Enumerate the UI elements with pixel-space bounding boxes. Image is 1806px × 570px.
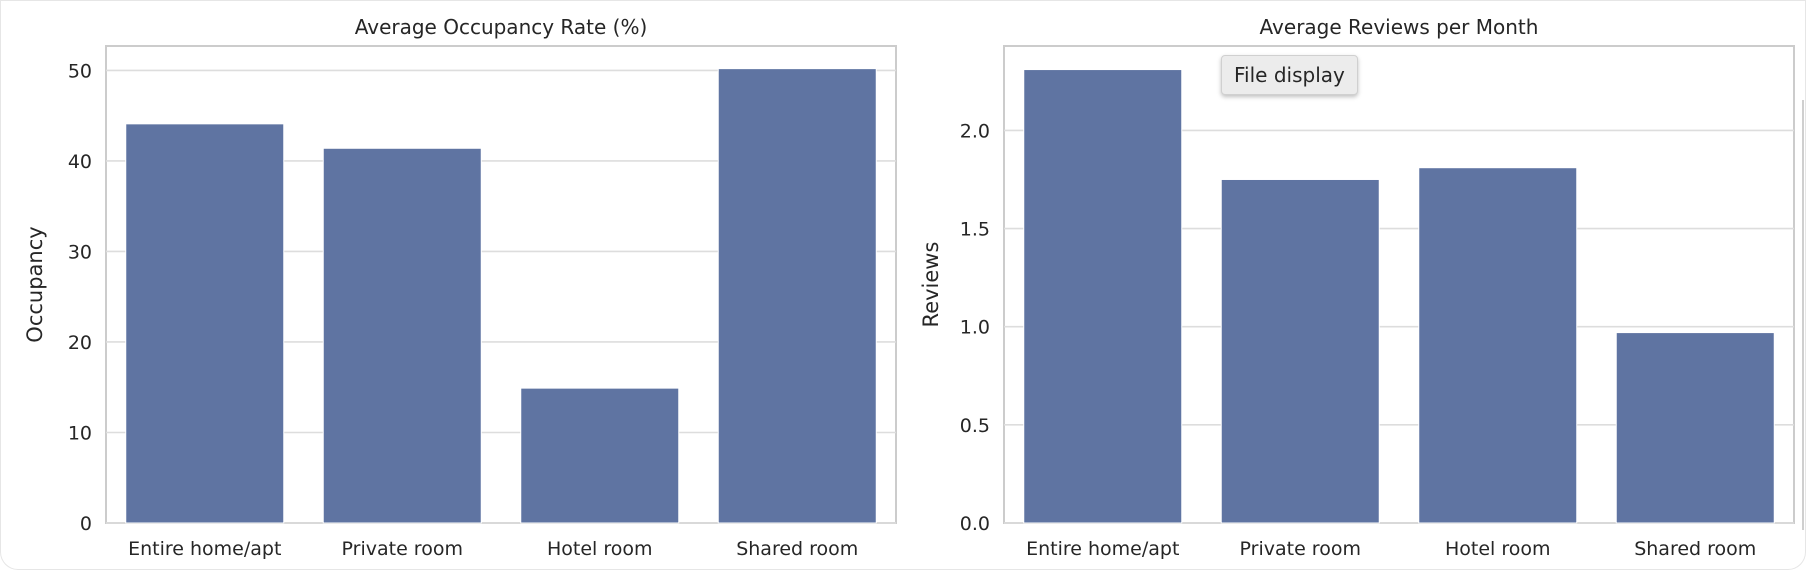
y-tick-label: 0.5 [960,415,990,437]
bar [1418,167,1578,524]
x-tick-label: Entire home/apt [128,538,281,560]
bar [322,147,482,524]
y-axis-label: Occupancy [23,226,47,342]
y-tick-label: 2.0 [960,120,990,142]
y-tick-label: 1.0 [960,317,990,339]
x-tick-label: Shared room [1634,538,1756,560]
y-tick-label: 0.0 [960,513,990,535]
x-tick-label: Private room [342,538,463,560]
x-tick-label: Shared room [736,538,858,560]
y-tick-label: 50 [68,60,92,82]
bar [1220,178,1380,524]
bar [125,123,285,524]
x-tick-label: Entire home/apt [1026,538,1179,560]
chart-title: Average Reviews per Month [1260,15,1539,39]
x-tick-label: Hotel room [1445,538,1551,560]
chart-title: Average Occupancy Rate (%) [355,15,648,39]
x-tick-label: Private room [1240,538,1361,560]
y-tick-label: 10 [68,422,92,444]
bar [1615,332,1775,524]
y-tick-label: 0 [80,513,92,535]
y-axis-label: Reviews [919,242,943,328]
bar [717,68,877,524]
y-tick-label: 20 [68,332,92,354]
window-edge-divider [1802,100,1806,530]
bar [520,387,680,524]
file-display-tooltip: File display [1221,55,1358,95]
x-tick-label: Hotel room [547,538,653,560]
y-tick-label: 1.5 [960,219,990,241]
occupancy-chart: 0 10 20 30 40 50 Entire home/apt Private room Ho… [23,15,897,560]
bar [1023,69,1183,524]
reviews-chart: 0.0 0.5 1.0 1.5 2.0 Entire home/apt Private ro… [919,15,1795,560]
y-tick-label: 30 [68,241,92,263]
y-tick-label: 40 [68,151,92,173]
